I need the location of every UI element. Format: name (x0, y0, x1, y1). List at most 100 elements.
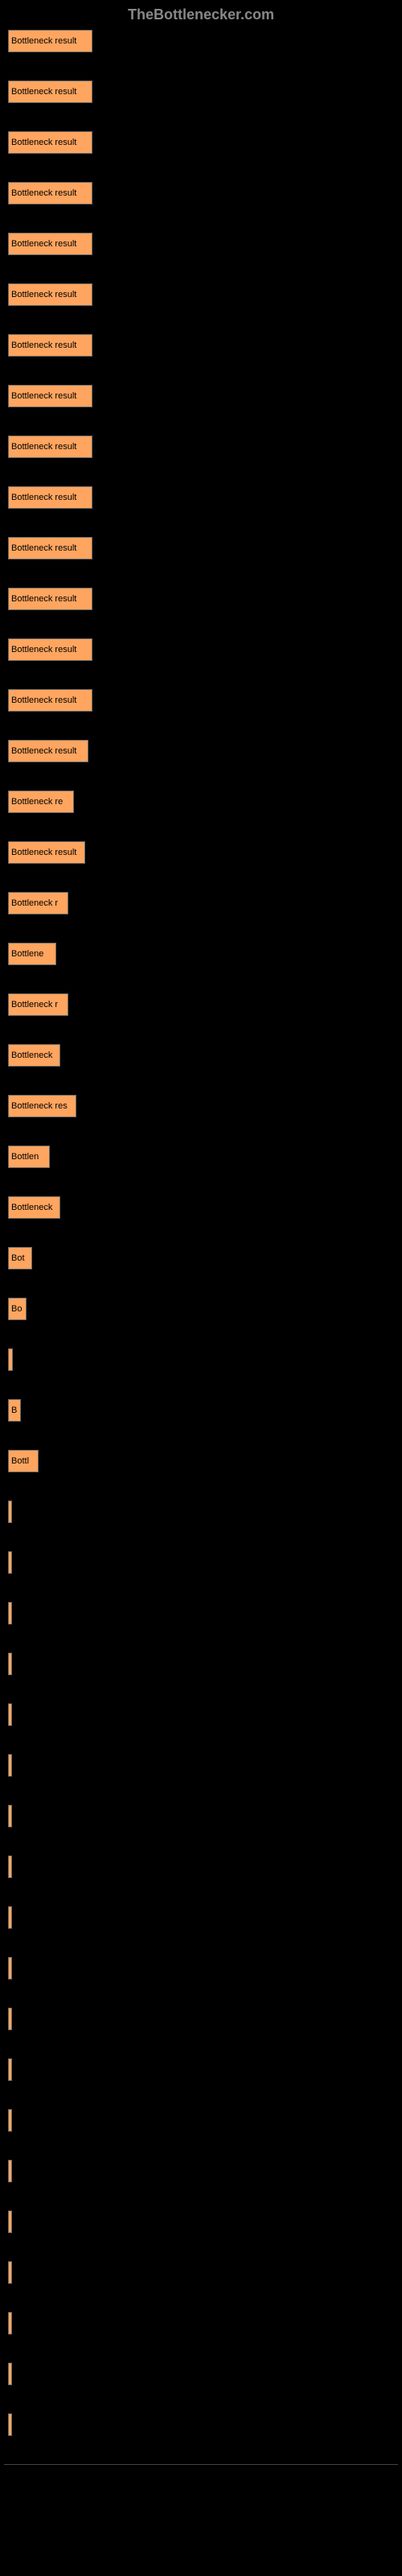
bar-label: Bottleneck res (11, 1101, 68, 1111)
bar-row: Bottleneck result (4, 283, 398, 306)
chart-bar: Bottleneck result (8, 740, 88, 762)
chart-bar: Bottleneck result (8, 233, 92, 255)
chart-bar: Bottlene (8, 943, 56, 965)
chart-bar (8, 1653, 12, 1675)
chart-bar (8, 1501, 12, 1523)
bar-label: Bottlene (11, 949, 43, 959)
bar-row: Bottleneck (4, 1044, 398, 1067)
bar-label: Bottleneck result (11, 341, 76, 350)
chart-bar: Bottleneck result (8, 182, 92, 204)
bar-row: Bottleneck result (4, 436, 398, 458)
bar-row: Bottleneck result (4, 131, 398, 154)
chart-bar: Bottleneck result (8, 131, 92, 154)
bar-row (4, 2413, 398, 2436)
bar-row: Bot (4, 1247, 398, 1269)
chart-bar: Bottleneck result (8, 436, 92, 458)
bar-label: Bottleneck result (11, 746, 76, 756)
chart-bar (8, 2058, 12, 2081)
chart-bar: Bottleneck (8, 1196, 60, 1219)
bar-row (4, 2160, 398, 2182)
chart-bar (8, 2008, 12, 2030)
bar-row: Bottleneck r (4, 892, 398, 914)
bar-label: Bottleneck result (11, 138, 76, 147)
bar-row: Bottleneck result (4, 334, 398, 357)
bar-row: Bottlen (4, 1146, 398, 1168)
chart-bar: Bottleneck (8, 1044, 60, 1067)
x-axis (4, 2464, 398, 2465)
bar-label: Bo (11, 1304, 22, 1314)
chart-bar: Bottleneck result (8, 537, 92, 559)
chart-bar: Bottleneck re (8, 791, 74, 813)
chart-bar (8, 2413, 12, 2436)
chart-bar: Bottleneck result (8, 689, 92, 712)
bar-label: Bottleneck result (11, 543, 76, 553)
chart-bar (8, 2261, 12, 2284)
bar-label: Bottleneck r (11, 898, 58, 908)
chart-bar: Bottleneck result (8, 588, 92, 610)
chart-bar: Bottleneck result (8, 841, 85, 864)
chart-bar: Bottleneck result (8, 283, 92, 306)
bar-row (4, 1348, 398, 1371)
site-header: TheBottlenecker.com (0, 0, 402, 30)
chart-bar: Bottleneck result (8, 385, 92, 407)
bar-row: Bottleneck result (4, 80, 398, 103)
bar-row (4, 1653, 398, 1675)
bar-row: Bottlene (4, 943, 398, 965)
chart-bar (8, 1805, 12, 1827)
chart-bar (8, 2363, 12, 2385)
bar-row: Bottleneck re (4, 791, 398, 813)
chart-bar (8, 1957, 12, 1979)
bar-row (4, 1957, 398, 1979)
bar-label: Bottleneck (11, 1051, 52, 1060)
bar-label: Bottlen (11, 1152, 39, 1162)
bar-row: Bottleneck result (4, 689, 398, 712)
chart-bar: Bottleneck result (8, 486, 92, 509)
bar-row (4, 1551, 398, 1574)
chart-bar (8, 1856, 12, 1878)
bar-label: Bottleneck re (11, 797, 63, 807)
bar-row: Bottleneck result (4, 841, 398, 864)
bar-label: Bottleneck result (11, 848, 76, 857)
bar-row: Bo (4, 1298, 398, 1320)
bar-row: Bottleneck result (4, 233, 398, 255)
bar-row (4, 1501, 398, 1523)
bar-row (4, 2008, 398, 2030)
chart-bar: Bottleneck result (8, 638, 92, 661)
chart-bar (8, 2312, 12, 2334)
chart-bar (8, 1551, 12, 1574)
bar-row (4, 2363, 398, 2385)
bar-row: Bottleneck res (4, 1095, 398, 1117)
chart-bar: B (8, 1399, 21, 1422)
bar-label: Bottleneck result (11, 239, 76, 249)
bar-row (4, 2109, 398, 2132)
bar-row (4, 1805, 398, 1827)
chart-bar (8, 1906, 12, 1929)
chart-bar (8, 2211, 12, 2233)
chart-bar (8, 1348, 13, 1371)
bar-label: Bottleneck result (11, 36, 76, 46)
bar-row: Bottleneck result (4, 740, 398, 762)
bar-row: B (4, 1399, 398, 1422)
bar-row (4, 1602, 398, 1624)
bar-row: Bottleneck result (4, 486, 398, 509)
bar-row: Bottleneck result (4, 537, 398, 559)
bar-row: Bottleneck result (4, 638, 398, 661)
bottleneck-chart: Bottleneck result Bottleneck result Bottle… (0, 30, 402, 2465)
chart-bar (8, 2109, 12, 2132)
chart-bar: Bottl (8, 1450, 39, 1472)
bar-row (4, 1906, 398, 1929)
chart-bar: Bottleneck result (8, 334, 92, 357)
site-title: TheBottlenecker.com (128, 6, 274, 23)
chart-bar (8, 1703, 12, 1726)
bar-row: Bottleneck result (4, 588, 398, 610)
bar-label: Bot (11, 1253, 25, 1263)
chart-bar (8, 1754, 12, 1777)
bar-row: Bottleneck result (4, 385, 398, 407)
bar-label: Bottleneck result (11, 391, 76, 401)
bar-row: Bottl (4, 1450, 398, 1472)
chart-bar: Bottleneck r (8, 892, 68, 914)
bar-label: Bottleneck result (11, 645, 76, 654)
bar-row (4, 2058, 398, 2081)
bar-row (4, 1703, 398, 1726)
chart-bar (8, 2160, 12, 2182)
